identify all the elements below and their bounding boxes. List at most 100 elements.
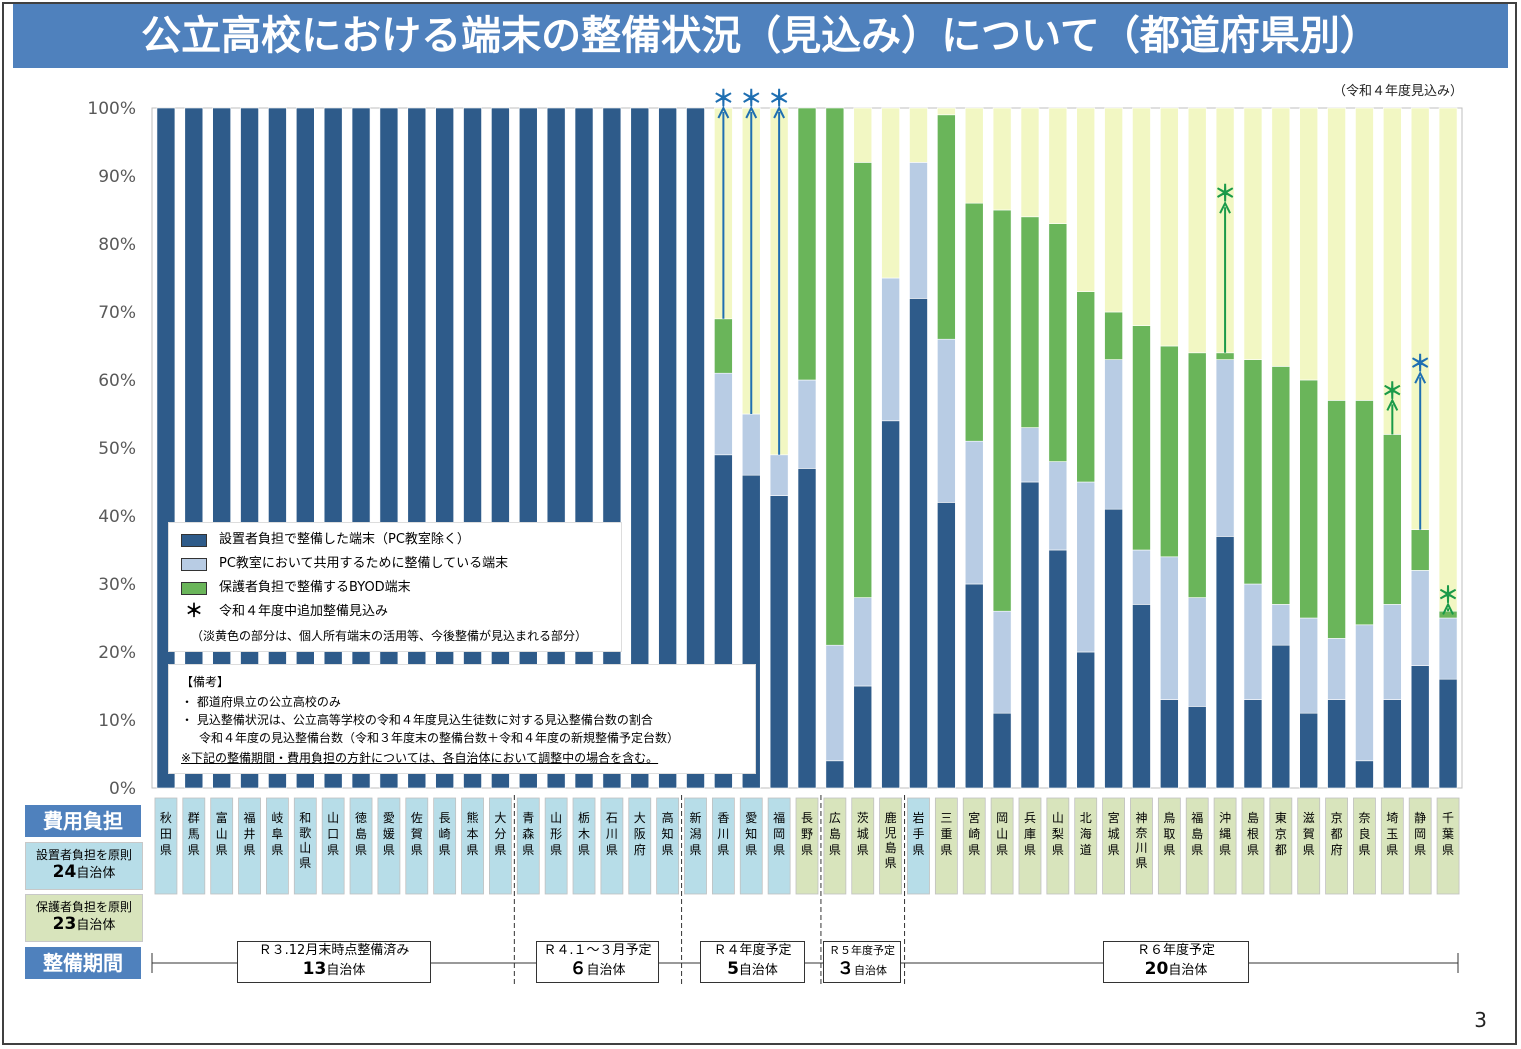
bar-segment-byod bbox=[853, 162, 873, 598]
bar-segment-byod bbox=[1020, 216, 1040, 428]
category-label-char: 神 bbox=[1135, 811, 1147, 825]
category-label-box bbox=[266, 797, 289, 895]
bar-segment-byod bbox=[1355, 400, 1374, 626]
bar-segment-pc bbox=[1383, 604, 1402, 700]
bar-segment-setter bbox=[1048, 549, 1068, 789]
category-label-char: 県 bbox=[1442, 843, 1454, 857]
y-tick-label: 60% bbox=[98, 371, 136, 391]
category-label-char: 島 bbox=[829, 826, 841, 841]
category-label-char: 福 bbox=[244, 810, 256, 825]
bar-segment-pc bbox=[1410, 570, 1430, 666]
y-tick-label: 100% bbox=[87, 99, 136, 119]
category-label: 宮城県 bbox=[1108, 810, 1120, 857]
category-label-char: 京 bbox=[1275, 827, 1287, 841]
category-label: 福岡県 bbox=[773, 810, 785, 857]
category-label: 長野県 bbox=[801, 811, 813, 857]
period-box-r4q4: Ｒ４.１～３月予定 ６自治体 bbox=[536, 941, 659, 983]
category-label-char: 馬 bbox=[188, 827, 200, 841]
y-tick-label: 50% bbox=[98, 439, 136, 459]
category-label: 栃木県 bbox=[578, 811, 590, 857]
category-label-char: 埼 bbox=[1386, 811, 1398, 825]
bar-segment-byod bbox=[992, 209, 1012, 612]
bar-segment-setter bbox=[630, 107, 650, 789]
category-label-char: 県 bbox=[216, 843, 228, 857]
remarks-line-3: 令和４年度の見込整備台数（令和３年度末の整備台数＋令和４年度の新規整備予定台数） bbox=[199, 731, 680, 745]
category-label: 宮崎県 bbox=[968, 810, 980, 857]
category-label-box bbox=[572, 797, 596, 895]
category-label-box bbox=[1046, 797, 1070, 895]
category-label: 大阪府 bbox=[634, 811, 646, 857]
category-label: 愛知県 bbox=[745, 811, 757, 857]
category-label-box bbox=[656, 797, 680, 895]
additional-asterisk: ＊ bbox=[1381, 379, 1403, 404]
category-label-char: 重 bbox=[940, 827, 952, 841]
category-label-char: 鳥 bbox=[1163, 810, 1175, 825]
category-label-box bbox=[600, 797, 624, 895]
category-label-box bbox=[405, 797, 429, 895]
bar-segment-setter bbox=[1383, 699, 1402, 789]
bar-segment-byod bbox=[1410, 529, 1430, 571]
period-unit-r4q4: 自治体 bbox=[586, 963, 626, 978]
category-label-char: 県 bbox=[299, 856, 311, 870]
category-label: 三重県 bbox=[940, 811, 952, 857]
category-label-char: 県 bbox=[467, 843, 479, 857]
category-label-char: 道 bbox=[1080, 843, 1092, 857]
category-label: 奈良県 bbox=[1358, 811, 1370, 857]
period-box-r5: Ｒ５年度予定 ３自治体 bbox=[823, 941, 901, 983]
category-label-char: 高 bbox=[662, 810, 674, 825]
category-label-char: 県 bbox=[885, 856, 897, 870]
category-label-char: 福 bbox=[773, 810, 785, 825]
bar-segment-pc bbox=[909, 162, 928, 299]
y-tick-label: 0% bbox=[109, 779, 136, 799]
category-label: 佐賀県 bbox=[411, 811, 423, 857]
category-label-char: 県 bbox=[188, 843, 200, 857]
category-label-box bbox=[962, 797, 986, 895]
bar-segment-byod bbox=[1160, 345, 1179, 558]
bar-segment-potential bbox=[1048, 107, 1068, 224]
category-label-box bbox=[1241, 797, 1265, 895]
category-label-box bbox=[349, 797, 373, 895]
category-label-char: 熊 bbox=[467, 810, 479, 825]
category-label-box bbox=[1408, 797, 1432, 895]
category-label-char: 静 bbox=[1414, 811, 1426, 825]
category-label-box bbox=[516, 797, 540, 895]
remarks-line-2: ・ 見込整備状況は、公立高等学校の令和４年度見込生徒数に対する見込整備台数の割合 bbox=[181, 713, 653, 727]
category-label: 熊本県 bbox=[467, 810, 479, 857]
bar-segment-potential bbox=[964, 107, 984, 204]
category-label-box bbox=[1185, 797, 1209, 895]
category-label-char: 大 bbox=[494, 811, 506, 825]
category-label-char: 川 bbox=[717, 827, 729, 841]
bar-segment-potential bbox=[1076, 107, 1096, 292]
category-label-char: 石 bbox=[606, 811, 618, 825]
additional-asterisk: ＊ bbox=[768, 87, 790, 112]
category-label-char: 島 bbox=[885, 840, 897, 855]
category-label-char: 県 bbox=[1108, 843, 1120, 857]
bar-segment-potential bbox=[1187, 107, 1207, 354]
fiscal-year-note: （令和４年度見込み） bbox=[1332, 84, 1463, 99]
page-title: 公立高校における端末の整備状況（見込み）について（都道府県別） bbox=[13, 4, 1508, 68]
category-label-char: 県 bbox=[494, 843, 506, 857]
bar-segment-potential bbox=[909, 107, 928, 163]
category-label-char: 三 bbox=[940, 811, 952, 825]
chart-legend: 設置者負担で整備した端末（PC教室除く） PC教室において共用するために整備して… bbox=[168, 522, 622, 652]
bar-segment-pc bbox=[1048, 461, 1068, 551]
bar-segment-pc bbox=[797, 379, 817, 469]
period-count-line-r6: 20自治体 bbox=[1104, 960, 1248, 980]
category-label-box bbox=[628, 797, 652, 895]
bar-segment-byod bbox=[1327, 400, 1346, 639]
category-label: 和歌山県 bbox=[299, 811, 311, 870]
category-label-char: 長 bbox=[439, 811, 451, 825]
category-label-box bbox=[767, 797, 791, 895]
bar-segment-potential bbox=[1299, 107, 1319, 381]
category-label-char: 山 bbox=[1052, 811, 1064, 825]
category-label: 大分県 bbox=[494, 811, 506, 857]
bar-segment-setter bbox=[1132, 604, 1151, 789]
cost-parent-box: 保護者負担を原則 23自治体 bbox=[25, 894, 143, 942]
bar-segment-potential bbox=[1160, 107, 1179, 347]
category-label: 富山県 bbox=[216, 810, 228, 857]
category-label-char: 県 bbox=[1303, 843, 1315, 857]
y-tick-label: 80% bbox=[98, 235, 136, 255]
bar-segment-pc bbox=[825, 644, 845, 762]
remarks-box: 【備考】 ・ 都道府県立の公立高校のみ ・ 見込整備状況は、公立高等学校の令和４… bbox=[168, 664, 756, 774]
category-label-box bbox=[1213, 797, 1237, 895]
